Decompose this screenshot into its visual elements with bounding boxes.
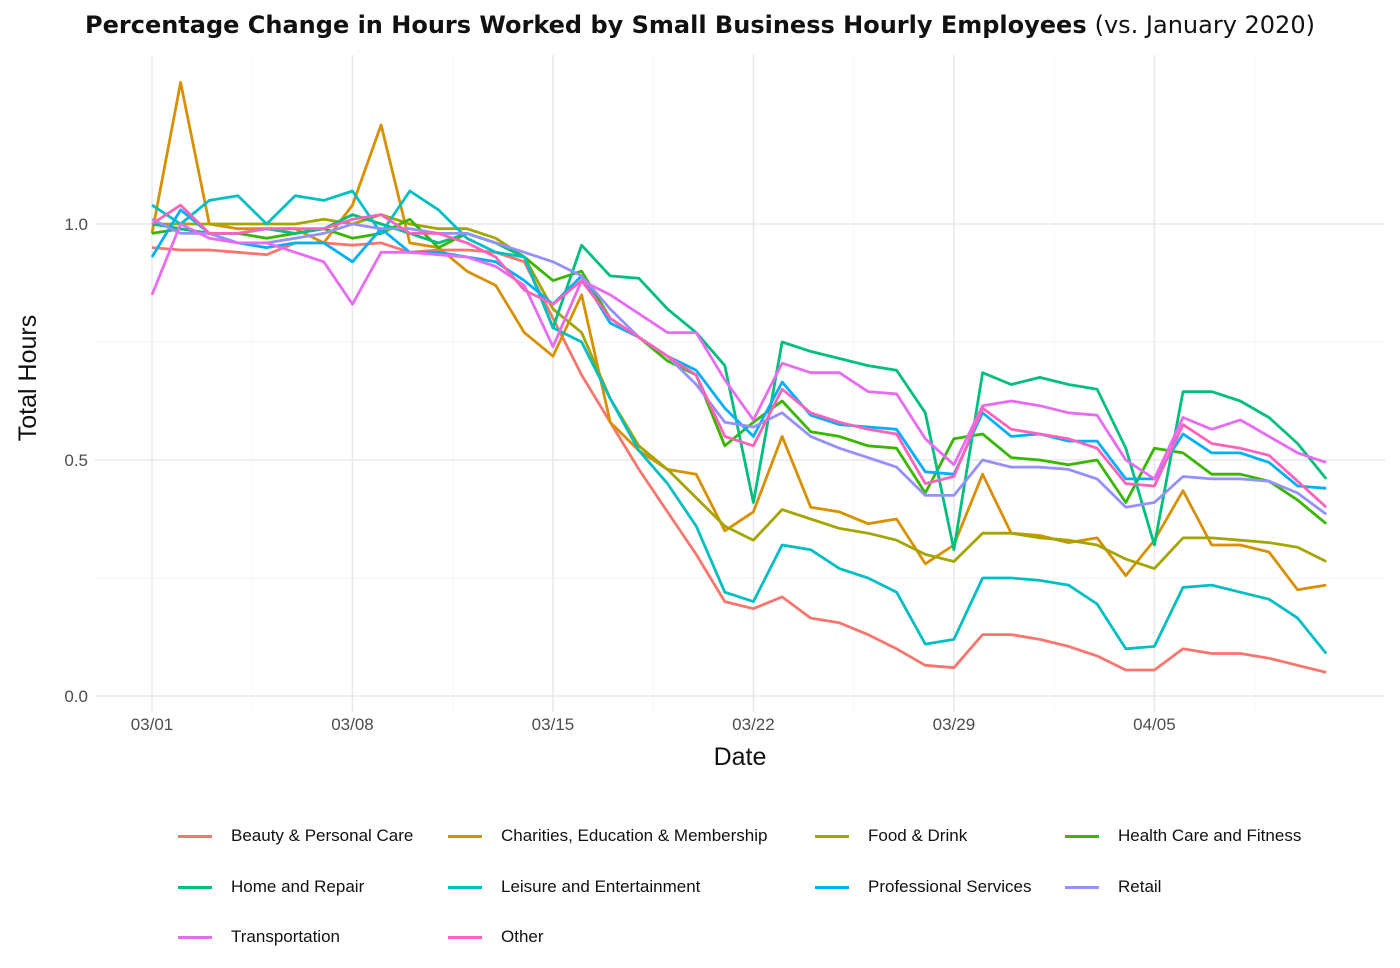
series-line-beauty-personal-care: [151, 241, 1327, 674]
series-line-food-drink: [152, 213, 1327, 570]
x-tick-label: 03/01: [131, 715, 174, 734]
x-tick-label: 03/22: [732, 715, 775, 734]
series-line-retail: [151, 218, 1328, 516]
series-line-home-and-repair: [151, 213, 1328, 552]
x-tick-label: 03/08: [331, 715, 374, 734]
chart-title: Percentage Change in Hours Worked by Sma…: [0, 10, 1400, 39]
series-line-leisure-and-entertainment: [151, 189, 1328, 655]
series-line-transportation: [150, 222, 1327, 481]
title-subtitle: (vs. January 2020): [1094, 11, 1315, 39]
series-line-professional-services: [150, 208, 1327, 490]
title-main: Percentage Change in Hours Worked by Sma…: [85, 11, 1087, 39]
x-axis-label: Date: [714, 743, 767, 771]
series-line-other: [151, 203, 1328, 509]
x-tick-label: 04/05: [1133, 715, 1176, 734]
y-tick-label: 1.0: [64, 215, 88, 234]
series-line-charities-education-membership: [150, 81, 1327, 592]
y-tick-label: 0.0: [64, 687, 88, 706]
y-axis-label: Total Hours: [14, 315, 42, 441]
x-tick-label: 03/15: [532, 715, 575, 734]
y-tick-label: 0.5: [64, 451, 88, 470]
x-tick-label: 03/29: [933, 715, 976, 734]
